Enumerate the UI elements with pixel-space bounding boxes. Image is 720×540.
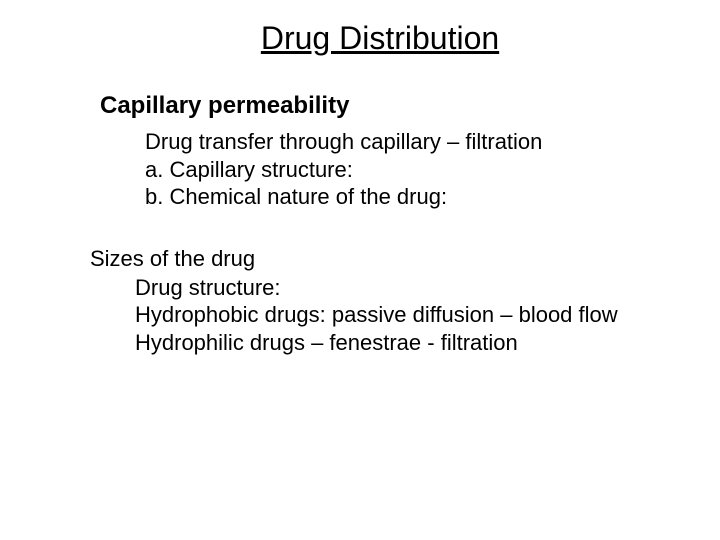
section2-heading: Sizes of the drug	[90, 246, 630, 272]
section2-line: Hydrophobic drugs: passive diffusion – b…	[135, 301, 630, 329]
slide-title: Drug Distribution	[130, 20, 630, 57]
section1-line: Drug transfer through capillary – filtra…	[145, 128, 630, 156]
section1-content: Drug transfer through capillary – filtra…	[145, 128, 630, 211]
section2-line: Drug structure:	[135, 274, 630, 302]
section1-line: b. Chemical nature of the drug:	[145, 183, 630, 211]
section2-line: Hydrophilic drugs – fenestrae - filtrati…	[135, 329, 630, 357]
section1-line: a. Capillary structure:	[145, 156, 630, 184]
section2-content: Drug structure: Hydrophobic drugs: passi…	[135, 274, 630, 357]
section1-heading: Capillary permeability	[100, 92, 630, 120]
